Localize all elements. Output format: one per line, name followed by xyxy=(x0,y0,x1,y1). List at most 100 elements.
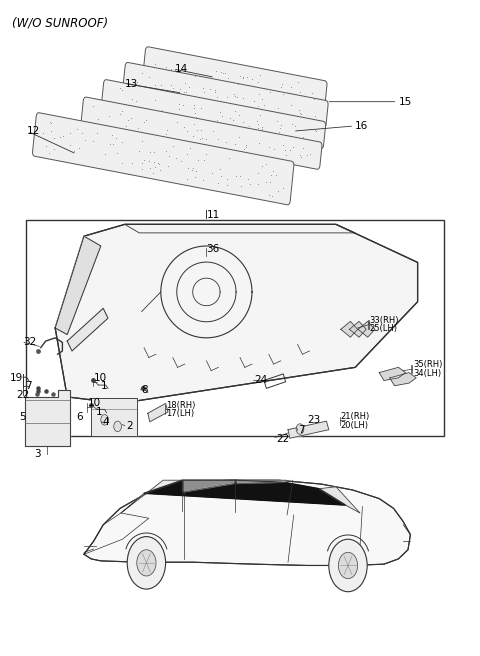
Point xyxy=(109,139,117,150)
Point xyxy=(176,83,184,94)
Point xyxy=(206,83,214,94)
Point xyxy=(202,149,210,159)
Point xyxy=(169,140,177,151)
Point xyxy=(155,159,163,169)
Point xyxy=(140,117,148,127)
Point xyxy=(87,400,95,410)
Point xyxy=(112,133,120,143)
Polygon shape xyxy=(148,403,168,422)
Point xyxy=(266,87,274,97)
Point xyxy=(158,106,166,117)
Text: 25(LH): 25(LH) xyxy=(370,324,397,333)
Polygon shape xyxy=(183,480,235,492)
Point xyxy=(108,130,116,140)
Point xyxy=(287,145,294,155)
Point xyxy=(47,117,55,128)
Point xyxy=(296,87,304,97)
Point xyxy=(94,113,102,124)
Point xyxy=(234,79,242,89)
Point xyxy=(133,76,141,87)
Point xyxy=(194,155,202,165)
Point xyxy=(217,171,225,181)
Point xyxy=(251,96,258,106)
Point xyxy=(132,79,139,90)
Point xyxy=(151,161,159,172)
Text: 1: 1 xyxy=(101,381,108,392)
Point xyxy=(296,108,303,118)
FancyBboxPatch shape xyxy=(33,113,294,205)
Point xyxy=(164,161,172,171)
Point xyxy=(233,171,240,181)
Point xyxy=(196,133,204,144)
Text: 22: 22 xyxy=(276,434,289,444)
Point xyxy=(311,111,318,121)
Point xyxy=(230,89,238,99)
Point xyxy=(237,70,244,81)
Point xyxy=(254,123,262,134)
Point xyxy=(287,82,295,92)
Point xyxy=(239,72,247,83)
Polygon shape xyxy=(319,487,360,513)
Polygon shape xyxy=(91,398,137,436)
Point xyxy=(169,83,177,93)
Point xyxy=(157,79,165,90)
Point xyxy=(129,94,136,104)
Point xyxy=(138,135,146,146)
Point xyxy=(116,83,123,94)
Point xyxy=(296,150,304,160)
Point xyxy=(255,138,263,149)
Point xyxy=(236,110,243,120)
Text: 12: 12 xyxy=(26,126,40,136)
Point xyxy=(82,134,89,145)
Point xyxy=(158,104,166,115)
Point xyxy=(159,64,167,75)
Point xyxy=(279,140,287,150)
Point xyxy=(151,59,159,70)
Point xyxy=(186,82,193,92)
Point xyxy=(134,123,142,134)
Point xyxy=(202,133,210,144)
Point xyxy=(132,96,140,106)
Text: 3: 3 xyxy=(35,449,41,459)
Point xyxy=(67,128,74,138)
Circle shape xyxy=(101,415,108,425)
Point xyxy=(172,65,180,75)
Point xyxy=(78,128,86,138)
Point xyxy=(145,72,153,82)
Point xyxy=(224,92,231,102)
Point xyxy=(182,87,190,97)
Point xyxy=(236,171,243,181)
Point xyxy=(168,64,175,74)
Point xyxy=(299,142,307,153)
Point xyxy=(185,163,192,173)
Point xyxy=(216,164,224,174)
Point xyxy=(56,131,64,142)
Point xyxy=(118,85,126,96)
Point xyxy=(237,181,244,192)
Point xyxy=(303,112,311,123)
Polygon shape xyxy=(121,480,182,513)
Point xyxy=(256,110,264,121)
Point xyxy=(192,166,200,176)
Point xyxy=(151,79,159,90)
Point xyxy=(150,157,157,167)
Point xyxy=(42,386,49,396)
Point xyxy=(261,100,268,110)
Point xyxy=(200,155,208,165)
Circle shape xyxy=(329,539,367,592)
Point xyxy=(150,147,158,157)
Polygon shape xyxy=(55,236,101,335)
Circle shape xyxy=(137,550,156,576)
Point xyxy=(35,346,42,356)
Point xyxy=(201,87,208,97)
Point xyxy=(128,158,135,169)
Point xyxy=(282,150,289,160)
Point xyxy=(254,168,262,178)
Text: 36: 36 xyxy=(206,244,220,255)
Point xyxy=(231,106,239,117)
Point xyxy=(50,143,58,154)
Point xyxy=(272,170,280,180)
Point xyxy=(163,129,170,139)
Text: 19: 19 xyxy=(10,373,23,383)
Point xyxy=(165,151,172,161)
